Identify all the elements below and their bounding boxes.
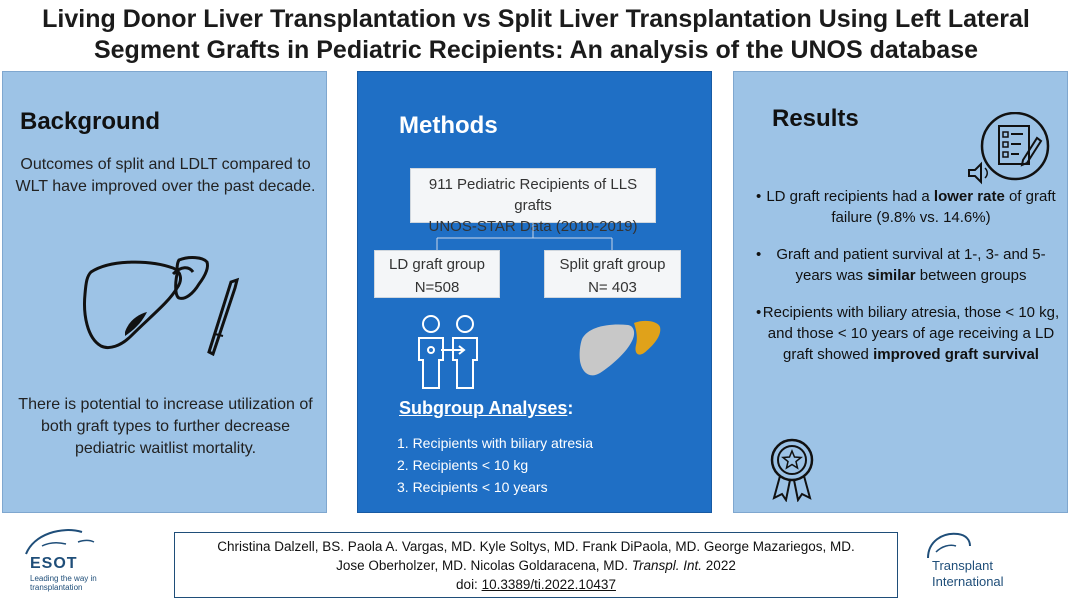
title-line-1: Living Donor Liver Transplantation vs Sp…: [42, 5, 1030, 33]
transplant-international-logo-icon: [927, 532, 971, 559]
result-1-text: LD graft recipients had a: [766, 188, 934, 205]
citation-year: 2022: [702, 558, 736, 573]
subgroup-heading-text: Subgroup Analyses: [399, 398, 568, 418]
results-list: • LD graft recipients had a lower rate o…: [748, 186, 1060, 381]
methods-heading: Methods: [399, 112, 498, 139]
citation-journal: Transpl. Int.: [631, 558, 703, 573]
doi-label: doi:: [456, 577, 482, 592]
list-item: 3. Recipients < 10 years: [397, 479, 548, 495]
cohort-line-1: 911 Pediatric Recipients of LLS grafts: [428, 176, 638, 214]
list-item: • Recipients with biliary atresia, those…: [748, 302, 1060, 365]
living-donor-icon: [418, 315, 478, 389]
page-title: Living Donor Liver Transplantation vs Sp…: [0, 4, 1072, 66]
results-panel: Results • LD graft recipients had a lowe…: [733, 71, 1068, 513]
result-3-emphasis: improved graft survival: [873, 346, 1039, 363]
ld-graft-count: N=508: [414, 279, 460, 296]
result-1-text-end: of graft failure (9.8% vs. 14.6%): [831, 188, 1056, 226]
ti-logo-line-2: International: [932, 574, 1004, 589]
split-graft-label: Split graft group: [559, 256, 666, 273]
citation-authors-1: Christina Dalzell, BS. Paola A. Vargas, …: [217, 539, 855, 554]
citation-box: Christina Dalzell, BS. Paola A. Vargas, …: [174, 532, 898, 598]
citation-authors-2-text: Jose Oberholzer, MD. Nicolas Goldaracena…: [336, 558, 632, 573]
bullet: •: [756, 304, 762, 321]
ti-logo-line-1: Transplant: [932, 558, 993, 573]
background-text-2: There is potential to increase utilizati…: [18, 396, 313, 457]
esot-logo-name: ESOT: [30, 555, 78, 572]
result-3-text: Recipients with biliary atresia, those <…: [762, 304, 1060, 363]
award-ribbon-icon: [770, 438, 814, 502]
split-graft-count: N= 403: [588, 279, 637, 296]
list-item: 2. Recipients < 10 kg: [397, 457, 529, 473]
citation-doi-line: doi: 10.3389/ti.2022.10437: [175, 575, 897, 594]
esot-logo-icon: [25, 529, 95, 555]
citation-authors-2: Jose Oberholzer, MD. Nicolas Goldaracena…: [175, 556, 897, 575]
results-heading: Results: [772, 105, 859, 132]
bullet: •: [756, 188, 762, 205]
title-line-2: Segment Grafts in Pediatric Recipients: …: [93, 36, 979, 64]
result-2-text-end: between groups: [915, 267, 1027, 284]
checklist-icon: [968, 112, 1050, 185]
result-1-emphasis: lower rate: [933, 188, 1005, 205]
liver-scalpel-icon: [83, 256, 240, 357]
split-graft-box: Split graft group N= 403: [544, 250, 681, 298]
background-text-1: Outcomes of split and LDLT compared to W…: [15, 156, 316, 195]
flow-connector: [436, 223, 613, 250]
split-liver-icon: [579, 320, 661, 376]
ld-graft-label: LD graft group: [389, 256, 485, 273]
subgroup-list: 1. Recipients with biliary atresia 2. Re…: [397, 432, 593, 498]
esot-logo-tagline: Leading the way in transplantation: [30, 574, 97, 592]
background-panel: Background Outcomes of split and LDLT co…: [2, 71, 327, 513]
methods-panel: Methods 911 Pediatric Recipients of LLS …: [357, 71, 712, 513]
list-item: 1. Recipients with biliary atresia: [397, 435, 594, 451]
bullet: •: [756, 246, 762, 263]
result-2-text: Graft and patient survival at 1-, 3- and…: [776, 246, 1046, 284]
ld-graft-box: LD graft group N=508: [374, 250, 500, 298]
doi-link[interactable]: 10.3389/ti.2022.10437: [481, 577, 616, 592]
transplant-international-logo-text: Transplant International: [932, 558, 1062, 590]
result-2-emphasis: similar: [867, 267, 916, 284]
background-heading: Background: [20, 108, 161, 135]
subgroup-heading: Subgroup Analyses:: [399, 398, 573, 419]
subgroup-heading-colon: :: [567, 398, 574, 418]
list-item: • LD graft recipients had a lower rate o…: [748, 186, 1060, 228]
list-item: • Graft and patient survival at 1-, 3- a…: [748, 244, 1060, 286]
cohort-box: 911 Pediatric Recipients of LLS grafts U…: [410, 168, 656, 235]
